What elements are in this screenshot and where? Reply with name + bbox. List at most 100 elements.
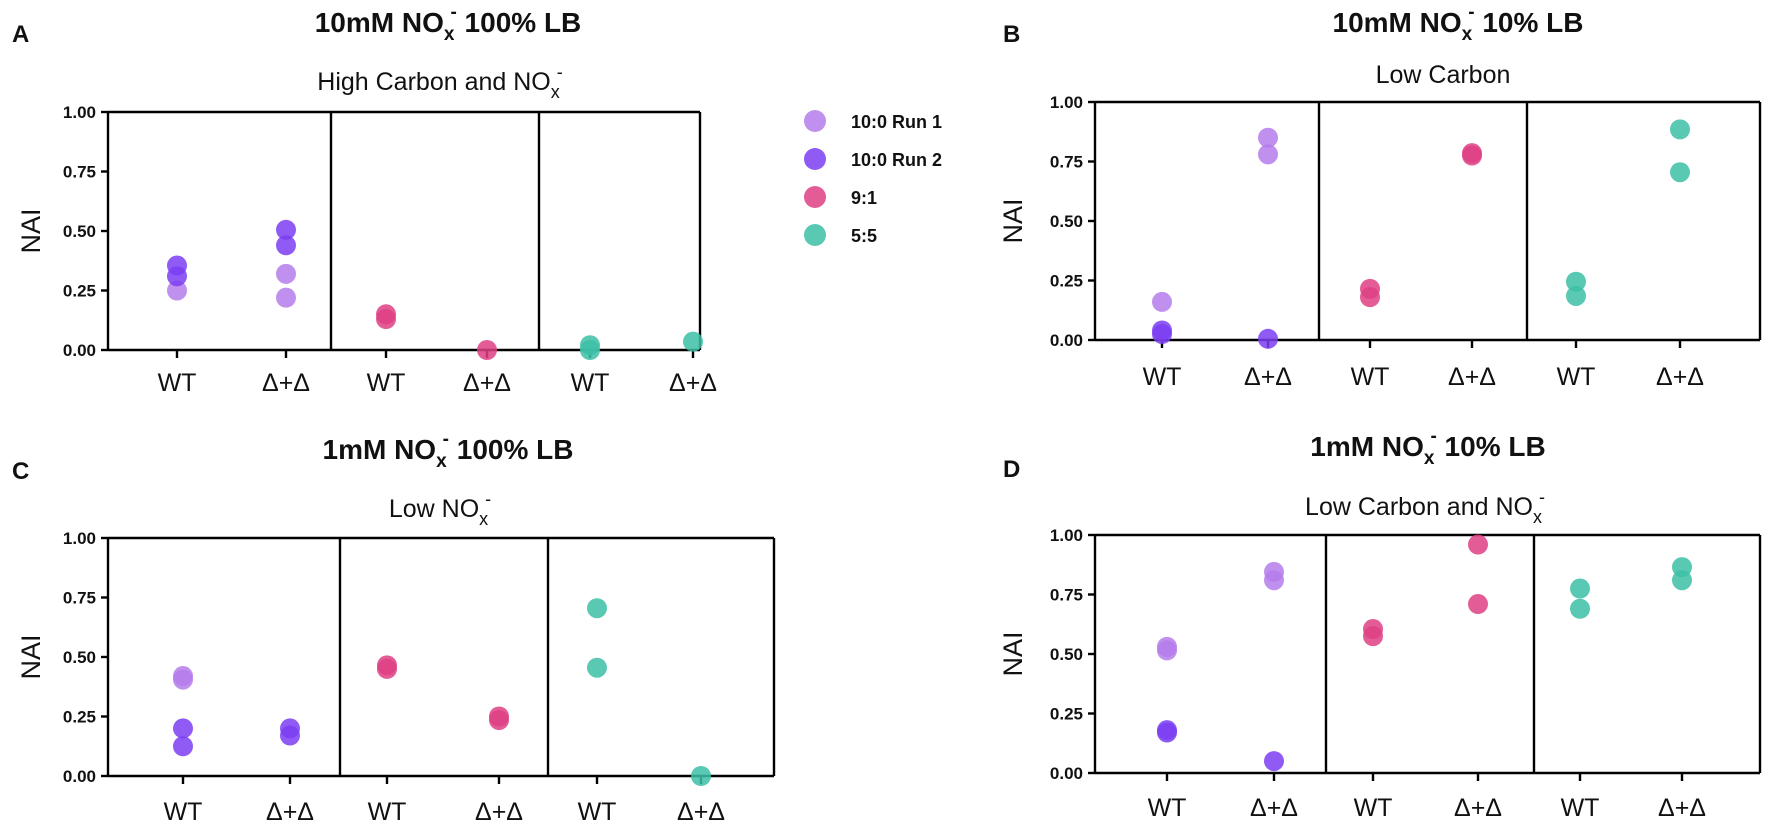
y-tick-label: 0.25 [63,708,96,727]
data-point-run1 [1264,570,1284,591]
y-tick-label: 0.00 [1050,331,1083,350]
data-point-r55 [1566,271,1586,292]
legend-item: 10:0 Run 1 [804,110,942,132]
data-point-r91 [477,340,497,360]
data-point-r91 [1462,145,1482,166]
legend-label: 9:1 [851,188,877,208]
data-point-run2 [173,736,193,757]
x-category-label: WT [164,798,203,826]
legend-marker [804,110,826,132]
y-axis-label: NAI [16,208,46,253]
data-point-run1 [1258,127,1278,148]
x-category-label: Δ+Δ [262,369,310,397]
x-category-label: WT [1143,363,1182,391]
data-point-run2 [1258,328,1278,349]
y-tick-label: 0.75 [63,589,96,608]
y-tick-label: 0.50 [63,222,96,241]
data-point-r55 [683,331,703,352]
x-category-label: WT [571,369,610,397]
y-tick-label: 0.00 [63,767,96,786]
x-category-label: Δ+Δ [463,369,511,397]
x-category-label: Δ+Δ [1454,794,1502,822]
data-point-run2 [173,718,193,739]
panel-subtitle: Low Carbon and NOx- [1305,487,1545,527]
panel-c: C 1mM NOx- 100% LB Low NOx- 0.00 0.25 0.50 0.7… [12,429,776,826]
data-point-r55 [1570,578,1590,599]
y-tick-label: 0.00 [1050,764,1083,783]
data-point-run1 [167,280,187,301]
y-tick-label: 1.00 [1050,526,1083,545]
x-category-label: WT [1148,794,1187,822]
data-point-r55 [580,335,600,356]
y-tick-label: 0.75 [63,163,96,182]
legend-marker [804,148,826,170]
data-point-run1 [1152,291,1172,312]
legend-item: 5:5 [804,224,877,246]
data-point-run1 [276,287,296,308]
data-point-run1 [276,263,296,284]
y-tick-label: 0.00 [63,341,96,360]
y-tick-label: 0.75 [1050,586,1083,605]
x-category-label: WT [158,369,197,397]
data-point-r91 [377,658,397,679]
x-category-label: WT [1561,794,1600,822]
y-tick-label: 0.50 [1050,645,1083,664]
panel-title: 1mM NOx- 100% LB [323,429,574,472]
y-axis-label: NAI [998,631,1028,676]
panels-group: A 10mM NOx- 100% LB High Carbon and NOx- 0.… [12,2,1762,826]
data-point-run1 [173,669,193,690]
y-tick-label: 1.00 [1050,93,1083,112]
panel-letter: D [1003,456,1020,483]
legend-item: 9:1 [804,186,877,208]
legend-marker [804,224,826,246]
legend-label: 10:0 Run 2 [851,150,942,170]
data-point-r91 [1360,287,1380,308]
x-category-label: WT [1354,794,1393,822]
y-tick-label: 1.00 [63,529,96,548]
panel-a: A 10mM NOx- 100% LB High Carbon and NOx- 0.… [12,2,717,397]
y-tick-label: 0.25 [1050,272,1083,291]
data-point-run2 [1157,722,1177,743]
x-category-label: Δ+Δ [1448,363,1496,391]
data-point-run1 [1157,640,1177,661]
panel-subtitle: High Carbon and NOx- [317,62,562,102]
data-point-r91 [1468,594,1488,615]
y-tick-label: 0.75 [1050,153,1083,172]
x-category-label: Δ+Δ [1658,794,1706,822]
legend-item: 10:0 Run 2 [804,148,942,170]
panel-letter: C [12,458,29,485]
x-category-label: Δ+Δ [1250,794,1298,822]
data-point-run1 [1258,144,1278,165]
data-point-r91 [1363,626,1383,647]
x-category-label: Δ+Δ [475,798,523,826]
y-tick-label: 0.50 [63,648,96,667]
x-category-label: Δ+Δ [1656,363,1704,391]
data-point-run2 [1264,751,1284,772]
data-point-r91 [1468,534,1488,555]
legend: 10:0 Run 1 10:0 Run 2 9:1 5:5 [804,110,942,246]
data-point-run2 [276,219,296,240]
panel-title: 10mM NOx- 10% LB [1333,2,1584,45]
data-point-r55 [1670,119,1690,140]
y-tick-label: 0.25 [1050,705,1083,724]
x-category-label: Δ+Δ [266,798,314,826]
panel-title: 10mM NOx- 100% LB [315,2,582,45]
data-point-r55 [587,598,607,619]
panel-letter: B [1003,21,1020,48]
x-category-label: WT [1557,363,1596,391]
data-point-run2 [167,255,187,276]
x-category-label: WT [367,369,406,397]
data-point-r91 [489,710,509,731]
panel-b: B 10mM NOx- 10% LB Low Carbon 0.00 0.25 0.50 0… [998,2,1762,391]
legend-label: 5:5 [851,226,877,246]
x-category-label: Δ+Δ [677,798,725,826]
y-axis-label: NAI [16,634,46,679]
panel-letter: A [12,21,29,48]
y-tick-label: 0.25 [63,282,96,301]
panel-subtitle: Low Carbon [1376,61,1511,89]
y-axis-label: NAI [998,198,1028,243]
data-point-r55 [1670,162,1690,183]
legend-marker [804,186,826,208]
data-point-r55 [691,766,711,786]
data-point-r55 [587,657,607,678]
